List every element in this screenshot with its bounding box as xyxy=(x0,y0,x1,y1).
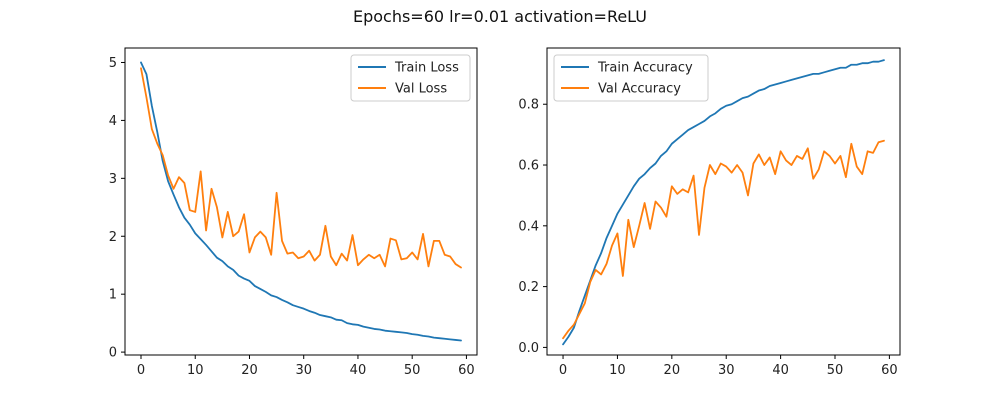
accuracy-y-tick-label: 0.8 xyxy=(518,98,539,113)
accuracy-x-tick-label: 20 xyxy=(664,363,681,378)
loss-series-line-train-loss xyxy=(140,61,462,342)
accuracy-x-tick-label: 60 xyxy=(881,363,898,378)
accuracy-legend: Train Accuracy Val Accuracy xyxy=(553,54,709,102)
loss-series-line-val-loss xyxy=(140,67,462,269)
accuracy-legend-label: Val Accuracy xyxy=(598,82,681,97)
loss-legend-label: Val Loss xyxy=(395,82,447,97)
accuracy-legend-box xyxy=(553,54,709,102)
accuracy-x-tick-label: 50 xyxy=(827,363,844,378)
accuracy-y-tick-label: 0.2 xyxy=(518,280,539,295)
loss-y-tick-label: 0 xyxy=(109,346,117,361)
accuracy-legend-label: Train Accuracy xyxy=(597,61,693,76)
accuracy-series-line-val-accuracy xyxy=(562,139,885,340)
accuracy-y-tick-label: 0.0 xyxy=(518,341,539,356)
accuracy-x-tick-label: 0 xyxy=(559,363,567,378)
accuracy-y-tick-label: 0.4 xyxy=(518,219,539,234)
loss-x-tick-label: 50 xyxy=(404,363,421,378)
accuracy-x-tick-label: 10 xyxy=(609,363,626,378)
loss-x-tick-label: 30 xyxy=(295,363,312,378)
accuracy-subplot: 0 10 20 30 40 50 60 0.0 0.2 0.4 0.6 0.8 Train Accura… xyxy=(518,47,901,378)
loss-legend-label: Train Loss xyxy=(394,61,459,76)
loss-y-tick-label: 3 xyxy=(109,172,117,187)
loss-x-tick-label: 60 xyxy=(458,363,475,378)
accuracy-x-tick-label: 30 xyxy=(718,363,735,378)
accuracy-y-tick-label: 0.6 xyxy=(518,159,539,174)
loss-y-tick-label: 5 xyxy=(109,56,117,71)
loss-y-tick-label: 4 xyxy=(109,114,117,129)
loss-x-tick-label: 10 xyxy=(187,363,204,378)
loss-y-tick-label: 1 xyxy=(109,288,117,303)
accuracy-series-line-train-accuracy xyxy=(562,59,885,346)
figure-suptitle: Epochs=60 lr=0.01 activation=ReLU xyxy=(353,7,647,26)
loss-legend: Train Loss Val Loss xyxy=(350,54,471,102)
loss-subplot: 0 10 20 30 40 50 60 0 1 2 3 4 5 Train Loss Val Loss xyxy=(109,47,478,378)
loss-x-tick-label: 40 xyxy=(350,363,367,378)
loss-y-tick-label: 2 xyxy=(109,230,117,245)
loss-x-tick-label: 20 xyxy=(241,363,258,378)
accuracy-x-tick-label: 40 xyxy=(772,363,789,378)
loss-x-tick-label: 0 xyxy=(137,363,145,378)
